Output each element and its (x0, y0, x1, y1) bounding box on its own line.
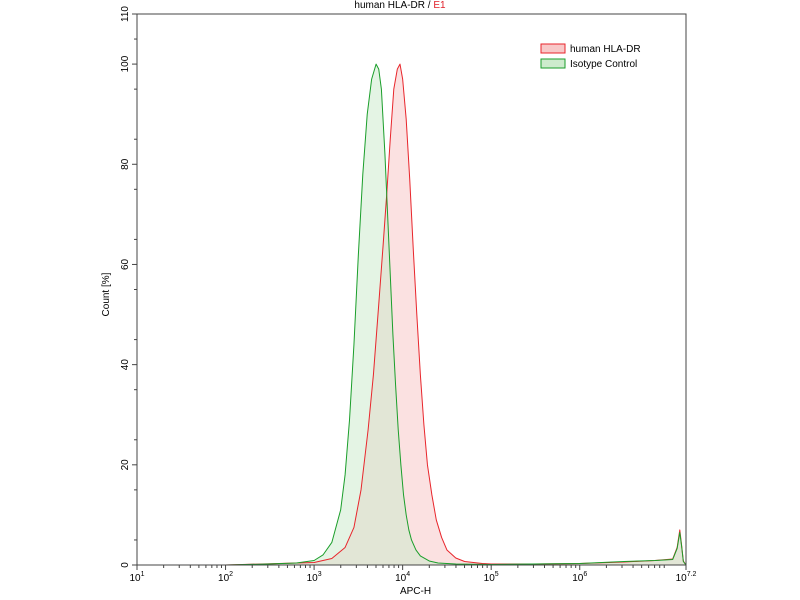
y-tick-label-1: 20 (120, 459, 131, 471)
x-tick-label-0: 101 (129, 571, 144, 584)
y-tick-label-3: 60 (120, 258, 131, 270)
x-tick-label-5: 106 (572, 571, 587, 584)
chart-title: human HLA-DR / E1 (0, 0, 800, 11)
legend: human HLA-DR Isotype Control (540, 43, 641, 70)
x-tick-exponent: 4 (406, 571, 410, 578)
x-tick-base: 10 (676, 573, 688, 584)
x-tick-exponent: 3 (318, 571, 322, 578)
x-tick-base: 10 (129, 573, 141, 584)
x-tick-base: 10 (395, 573, 407, 584)
y-tick-label-2: 40 (120, 359, 131, 371)
series-line-1 (137, 63, 687, 566)
x-tick-exponent: 6 (583, 571, 587, 578)
legend-label-0: human HLA-DR (570, 44, 641, 55)
x-tick-base: 10 (218, 573, 230, 584)
legend-label-1: Isotype Control (570, 59, 637, 70)
x-tick-label-3: 104 (395, 571, 410, 584)
chart-title-separator: / (427, 0, 431, 11)
x-tick-exponent: 2 (229, 571, 233, 578)
x-tick-base: 10 (307, 573, 319, 584)
x-tick-label-4: 105 (484, 571, 499, 584)
x-tick-label-1: 102 (218, 571, 233, 584)
y-tick-label-5: 100 (120, 55, 131, 72)
x-tick-base: 10 (484, 573, 496, 584)
x-tick-label-2: 103 (307, 571, 322, 584)
x-axis-label: APC-H (400, 586, 431, 597)
y-tick-label-0: 0 (120, 562, 131, 568)
x-tick-base: 10 (572, 573, 584, 584)
x-tick-exponent: 1 (141, 571, 145, 578)
series-layer (137, 63, 687, 566)
y-tick-label-6: 110 (120, 6, 131, 22)
chart-title-gate: E1 (433, 0, 446, 11)
series-fill-0 (137, 64, 686, 565)
legend-swatch-1 (540, 58, 566, 69)
x-tick-label-6: 107.2 (676, 571, 697, 584)
y-axis-label: Count [%] (101, 272, 112, 316)
x-tick-exponent: 7.2 (687, 571, 697, 578)
y-tick-label-4: 80 (120, 158, 131, 170)
legend-swatch-0 (540, 43, 566, 54)
chart-title-marker: human HLA-DR (354, 0, 425, 11)
x-tick-exponent: 5 (495, 571, 499, 578)
